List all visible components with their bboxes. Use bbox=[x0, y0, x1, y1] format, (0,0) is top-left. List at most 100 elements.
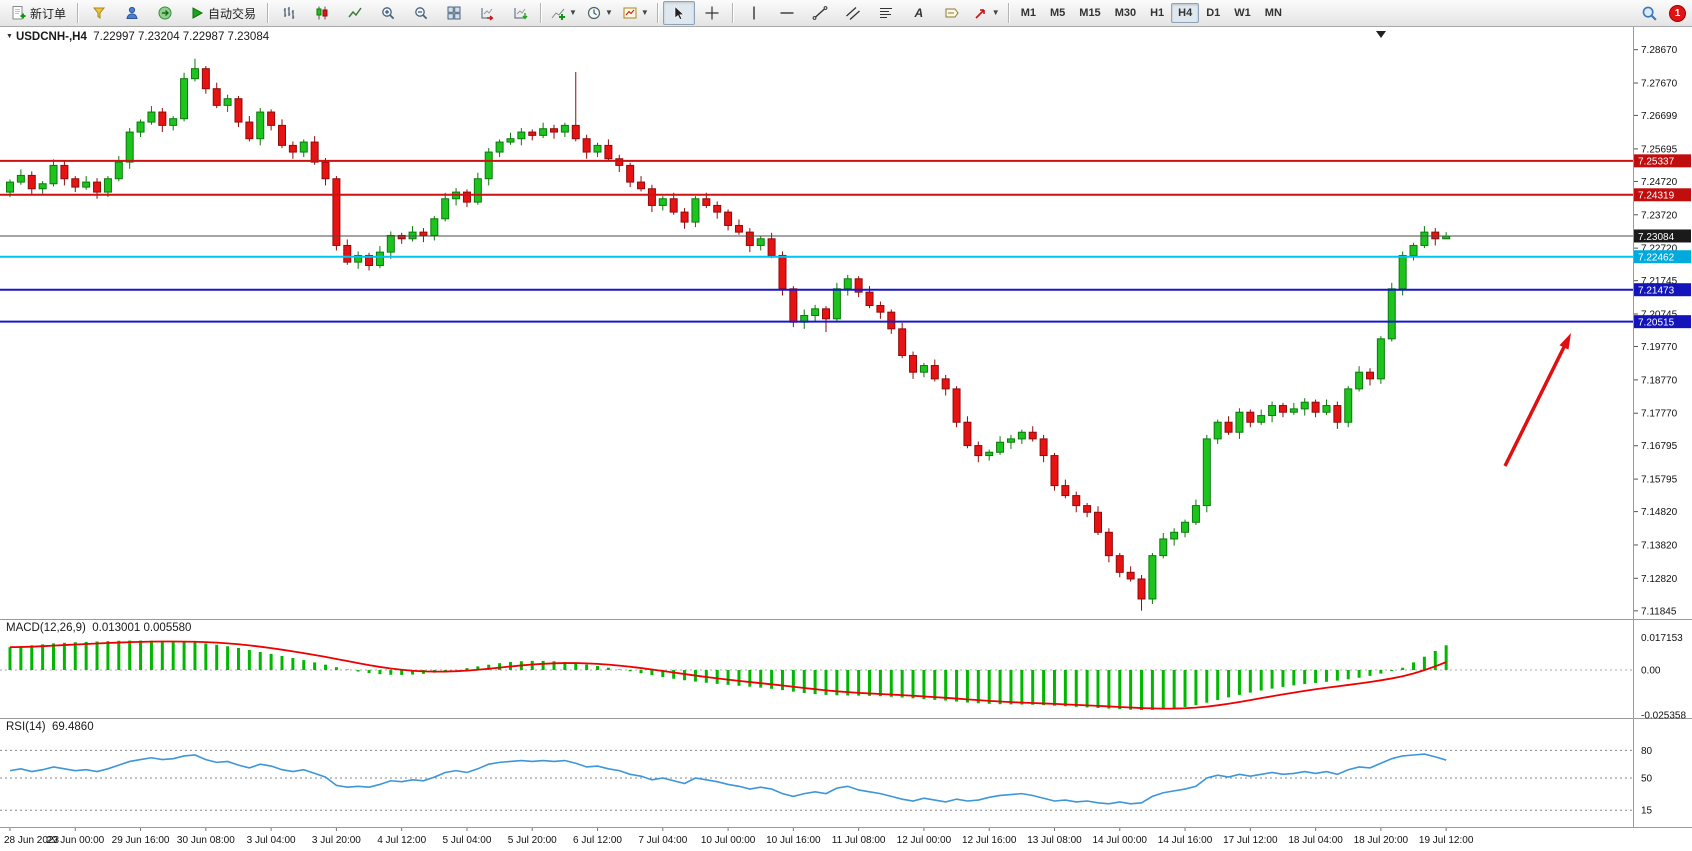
zoom-in-button[interactable] bbox=[372, 1, 404, 25]
price-axis-label[interactable]: 7.16795 bbox=[1641, 441, 1678, 452]
bar-chart-button[interactable] bbox=[273, 1, 305, 25]
time-axis-label[interactable]: 12 Jul 16:00 bbox=[962, 835, 1017, 846]
time-axis-label[interactable]: 7 Jul 04:00 bbox=[638, 835, 687, 846]
rsi-axis-label[interactable]: 15 bbox=[1641, 806, 1653, 817]
chevron-down-icon: ▼ bbox=[604, 8, 613, 17]
auto-scroll-button[interactable] bbox=[504, 1, 536, 25]
timeframe-button-w1[interactable]: W1 bbox=[1234, 7, 1251, 19]
rsi-axis-label[interactable]: 80 bbox=[1641, 746, 1653, 757]
candle bbox=[473, 178, 482, 203]
timeframe-button-m5[interactable]: M5 bbox=[1050, 7, 1066, 19]
crosshair-tool-button[interactable] bbox=[696, 1, 728, 25]
indicators-button[interactable]: ▼ bbox=[546, 1, 581, 25]
time-axis-label[interactable]: 11 Jul 08:00 bbox=[832, 835, 886, 846]
rsi-value: 69.4860 bbox=[52, 721, 94, 733]
symbol-dropdown-icon[interactable]: ▼ bbox=[6, 33, 13, 40]
arrows-tool-button[interactable]: ▼ bbox=[969, 1, 1004, 25]
time-axis-label[interactable]: 19 Jul 12:00 bbox=[1419, 835, 1474, 846]
time-axis-label[interactable]: 3 Jul 04:00 bbox=[247, 835, 296, 846]
autotrading-button[interactable]: 自动交易 bbox=[182, 1, 263, 25]
fibonacci-tool-button[interactable] bbox=[870, 1, 902, 25]
trendline-tool-button[interactable] bbox=[804, 1, 836, 25]
candle bbox=[1148, 555, 1157, 600]
rsi-axis-label[interactable]: 50 bbox=[1641, 774, 1653, 785]
tile-windows-button[interactable] bbox=[438, 1, 470, 25]
annotation-arrow[interactable] bbox=[1503, 346, 1566, 467]
price-axis-label[interactable]: 7.22720 bbox=[1641, 244, 1678, 255]
time-axis-label[interactable]: 12 Jul 00:00 bbox=[897, 835, 952, 846]
candle bbox=[386, 234, 395, 253]
time-axis-label[interactable]: 13 Jul 08:00 bbox=[1027, 835, 1082, 846]
price-axis-label[interactable]: 7.26699 bbox=[1641, 111, 1678, 122]
timeframe-button-m30[interactable]: M30 bbox=[1114, 7, 1137, 19]
line-chart-button[interactable] bbox=[339, 1, 371, 25]
timeframe-button-m1[interactable]: M1 bbox=[1020, 7, 1036, 19]
new-order-button[interactable]: 新订单 bbox=[4, 1, 73, 25]
time-axis-label[interactable]: 29 Jun 00:00 bbox=[46, 835, 104, 846]
label-tool-button[interactable] bbox=[936, 1, 968, 25]
market-watch-button[interactable] bbox=[83, 1, 115, 25]
terminal-button[interactable] bbox=[149, 1, 181, 25]
time-axis-label[interactable]: 14 Jul 00:00 bbox=[1093, 835, 1148, 846]
time-axis-label[interactable]: 14 Jul 16:00 bbox=[1158, 835, 1213, 846]
horizontal-line-tool-button[interactable] bbox=[771, 1, 803, 25]
time-axis-label[interactable]: 6 Jul 12:00 bbox=[573, 835, 622, 846]
candle bbox=[1409, 244, 1418, 256]
timeframe-button-h1[interactable]: H1 bbox=[1150, 7, 1165, 19]
time-axis-label[interactable]: 4 Jul 12:00 bbox=[377, 835, 426, 846]
text-tool-button[interactable]: A bbox=[903, 1, 935, 25]
price-axis-label[interactable]: 7.11845 bbox=[1641, 606, 1677, 617]
time-axis-label[interactable]: 3 Jul 20:00 bbox=[312, 835, 361, 846]
time-axis-label[interactable]: 5 Jul 04:00 bbox=[442, 835, 491, 846]
search-button[interactable] bbox=[1633, 1, 1665, 25]
timeframe-button-d1[interactable]: D1 bbox=[1206, 7, 1221, 19]
timeframe-button-mn[interactable]: MN bbox=[1264, 7, 1282, 19]
timeframe-button-m15[interactable]: M15 bbox=[1079, 7, 1101, 19]
time-axis-label[interactable]: 18 Jul 04:00 bbox=[1288, 835, 1343, 846]
navigator-button[interactable] bbox=[116, 1, 148, 25]
time-axis-label[interactable]: 18 Jul 20:00 bbox=[1354, 835, 1409, 846]
vertical-line-tool-button[interactable] bbox=[738, 1, 770, 25]
price-axis-label[interactable]: 7.14820 bbox=[1641, 507, 1678, 518]
price-axis-label[interactable]: 7.28670 bbox=[1641, 45, 1678, 56]
time-axis-label[interactable]: 10 Jul 00:00 bbox=[701, 835, 756, 846]
time-axis-label[interactable]: 17 Jul 12:00 bbox=[1223, 835, 1278, 846]
cursor-tool-button[interactable] bbox=[662, 1, 695, 25]
macd-axis-label[interactable]: 0.017153 bbox=[1641, 633, 1683, 644]
zoom-out-button[interactable] bbox=[405, 1, 437, 25]
candle bbox=[1311, 401, 1320, 413]
time-axis-label[interactable]: 30 Jun 08:00 bbox=[177, 835, 235, 846]
price-axis-label[interactable]: 7.23720 bbox=[1641, 210, 1678, 221]
timeframe-button-h4[interactable]: H4 bbox=[1171, 3, 1200, 23]
candle bbox=[930, 365, 939, 380]
price-axis-label[interactable]: 7.25695 bbox=[1641, 144, 1678, 155]
candle bbox=[1126, 571, 1135, 580]
price-axis-label[interactable]: 7.15795 bbox=[1641, 475, 1678, 486]
price-axis-label[interactable]: 7.19770 bbox=[1641, 342, 1678, 353]
price-axis-label[interactable]: 7.13820 bbox=[1641, 540, 1678, 551]
price-axis-label[interactable]: 7.20745 bbox=[1641, 309, 1678, 320]
chart-top-marker-icon bbox=[1376, 31, 1386, 38]
chart-window[interactable]: 7.28670 7.27670 7.26699 7.25695 7.24720 7.237… bbox=[0, 27, 1692, 851]
candle bbox=[1039, 438, 1048, 457]
candlestick-chart-button[interactable] bbox=[306, 1, 338, 25]
chart-shift-button[interactable] bbox=[471, 1, 503, 25]
price-axis-label[interactable]: 7.18770 bbox=[1641, 375, 1678, 386]
price-axis-label[interactable]: 7.24720 bbox=[1641, 177, 1678, 188]
candle bbox=[1387, 288, 1396, 340]
price-axis-label[interactable]: 7.17770 bbox=[1641, 409, 1678, 420]
channel-tool-button[interactable] bbox=[837, 1, 869, 25]
price-axis-label[interactable]: 7.12820 bbox=[1641, 574, 1678, 585]
price-axis-label[interactable]: 7.21745 bbox=[1641, 276, 1678, 287]
time-axis-label[interactable]: 10 Jul 16:00 bbox=[766, 835, 821, 846]
chart-canvas[interactable]: 7.28670 7.27670 7.26699 7.25695 7.24720 7.237… bbox=[0, 27, 1692, 851]
notification-badge[interactable]: 1 bbox=[1669, 4, 1686, 22]
time-axis-label[interactable]: 5 Jul 20:00 bbox=[508, 835, 557, 846]
time-axis-label[interactable]: 28 Jun 2023 bbox=[4, 835, 59, 846]
price-axis-label[interactable]: 7.27670 bbox=[1641, 79, 1678, 90]
periods-button[interactable]: ▼ bbox=[582, 1, 617, 25]
time-axis-label[interactable]: 29 Jun 16:00 bbox=[112, 835, 170, 846]
macd-axis-label[interactable]: -0.025358 bbox=[1641, 711, 1686, 722]
templates-button[interactable]: ▼ bbox=[618, 1, 653, 25]
macd-axis-label[interactable]: 0.00 bbox=[1641, 666, 1661, 677]
